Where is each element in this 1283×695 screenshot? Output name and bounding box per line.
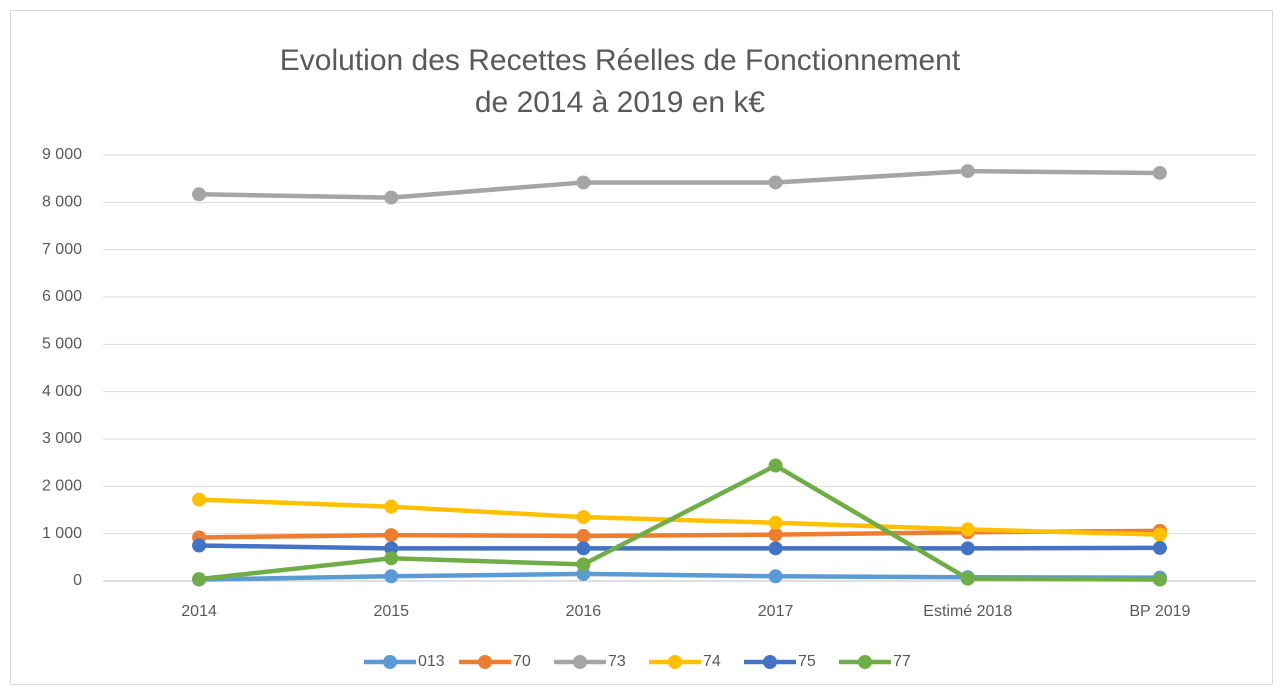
point [960,571,975,586]
y-tick-label: 3 000 [42,430,82,447]
legend-marker [383,655,397,669]
x-tick-label: BP 2019 [1129,603,1190,620]
legend-label: 013 [418,653,445,670]
legend-marker [668,655,682,669]
point [384,551,399,566]
point [768,527,783,542]
y-tick-label: 8 000 [42,194,82,211]
point [1152,527,1167,542]
y-tick-label: 6 000 [42,288,82,305]
x-tick-label: 2017 [758,603,794,620]
point [192,492,207,507]
y-tick-label: 5 000 [42,336,82,353]
point [960,541,975,556]
legend-label: 70 [513,653,531,670]
legend-label: 77 [893,653,911,670]
point [576,541,591,556]
point [576,175,591,190]
point [1152,165,1167,180]
point [192,538,207,553]
point [768,569,783,584]
x-tick-label: 2014 [181,603,217,620]
y-tick-label: 4 000 [42,383,82,400]
y-tick-label: 0 [73,572,82,589]
point [768,458,783,473]
point [576,529,591,544]
legend-label: 73 [608,653,626,670]
series-line [196,543,1163,551]
legend-marker [858,655,872,669]
legend-marker [573,655,587,669]
point [384,528,399,543]
y-tick-label: 2 000 [42,478,82,495]
series-line [196,168,1163,200]
x-tick-label: Estimé 2018 [923,603,1012,620]
point [1152,540,1167,555]
legend-marker [478,655,492,669]
y-tick-label: 7 000 [42,241,82,258]
point [768,541,783,556]
chart-title-line: de 2014 à 2019 en k€ [475,86,766,119]
series-line [196,463,1163,582]
point [384,569,399,584]
x-tick-label: 2015 [373,603,409,620]
point [192,572,207,587]
legend-label: 74 [703,653,721,670]
point [768,175,783,190]
point [576,557,591,572]
series-line [196,497,1163,537]
point [384,499,399,514]
y-tick-label: 9 000 [42,146,82,163]
point [576,510,591,525]
point [384,190,399,205]
point [192,187,207,202]
point [1152,572,1167,587]
legend-label: 75 [798,653,816,670]
point [768,515,783,530]
point [960,522,975,537]
x-tick-label: 2016 [566,603,602,620]
chart-title-line: Evolution des Recettes Réelles de Foncti… [280,44,961,77]
point [960,164,975,179]
legend-marker [763,655,777,669]
y-tick-label: 1 000 [42,525,82,542]
chart-border [10,10,1273,685]
point [384,541,399,556]
